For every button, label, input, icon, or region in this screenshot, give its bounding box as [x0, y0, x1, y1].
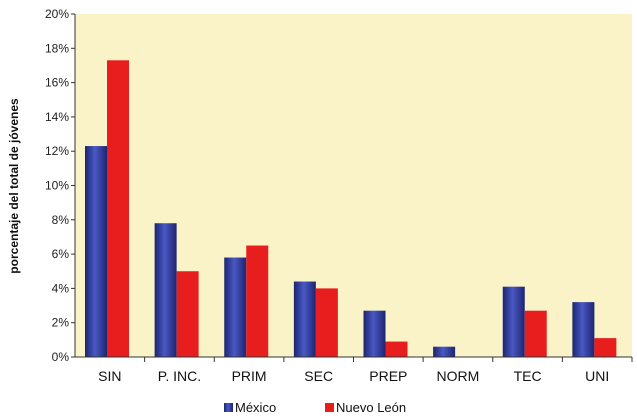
bar-mexico-6: [502, 286, 525, 357]
y-tick-label: 10%: [45, 179, 69, 193]
bar-nuevo-leon-0: [107, 60, 129, 358]
x-tick-label: SIN: [98, 368, 121, 384]
bar-nuevo-leon-7: [594, 338, 617, 357]
bar-nuevo-leon-6: [524, 310, 547, 357]
y-tick-label: 14%: [45, 110, 69, 124]
x-tick-label: P. INC.: [158, 368, 201, 384]
bar-nuevo-leon-3: [315, 288, 338, 357]
bar-mexico-5: [433, 346, 456, 357]
bar-nuevo-leon-2: [246, 245, 269, 357]
x-tick-label: PREP: [369, 368, 407, 384]
bar-nuevo-leon-4: [385, 341, 408, 357]
legend-swatch-0: [224, 403, 233, 412]
y-tick-label: 6%: [52, 247, 70, 261]
bar-mexico-2: [224, 257, 247, 357]
bar-mexico-3: [293, 281, 316, 357]
bar-nuevo-leon-1: [176, 271, 199, 357]
y-tick-label: 18%: [45, 41, 69, 55]
bar-mexico-0: [85, 146, 107, 357]
y-axis-label: porcentaje del total de jóvenes: [7, 98, 21, 274]
bar-mexico-4: [363, 310, 386, 357]
x-axis-ticks: SIN P. INC. PRIM SEC PREP NORM TEC UNI: [98, 357, 633, 384]
y-tick-label: 8%: [52, 213, 70, 227]
legend: México Nuevo León: [224, 400, 406, 415]
x-tick-label: PRIM: [232, 368, 267, 384]
x-tick-label: NORM: [437, 368, 480, 384]
x-tick-label: SEC: [304, 368, 333, 384]
bar-mexico-1: [154, 223, 177, 357]
legend-swatch-1: [325, 403, 334, 412]
bar-mexico-7: [572, 302, 595, 357]
legend-label-1: Nuevo León: [336, 400, 406, 415]
x-tick-label: TEC: [514, 368, 542, 384]
legend-label-0: México: [235, 400, 276, 415]
x-tick-label: UNI: [585, 368, 609, 384]
y-tick-label: 16%: [45, 76, 69, 90]
y-axis-ticks: 0% 2% 4% 6% 8% 10% 12% 14% 16% 18% 20%: [45, 7, 75, 364]
bars-group: [85, 60, 617, 358]
y-tick-label: 20%: [45, 7, 69, 21]
y-tick-label: 4%: [52, 281, 70, 295]
y-tick-label: 2%: [52, 316, 70, 330]
y-tick-label: 0%: [52, 350, 70, 364]
y-tick-label: 12%: [45, 144, 69, 158]
